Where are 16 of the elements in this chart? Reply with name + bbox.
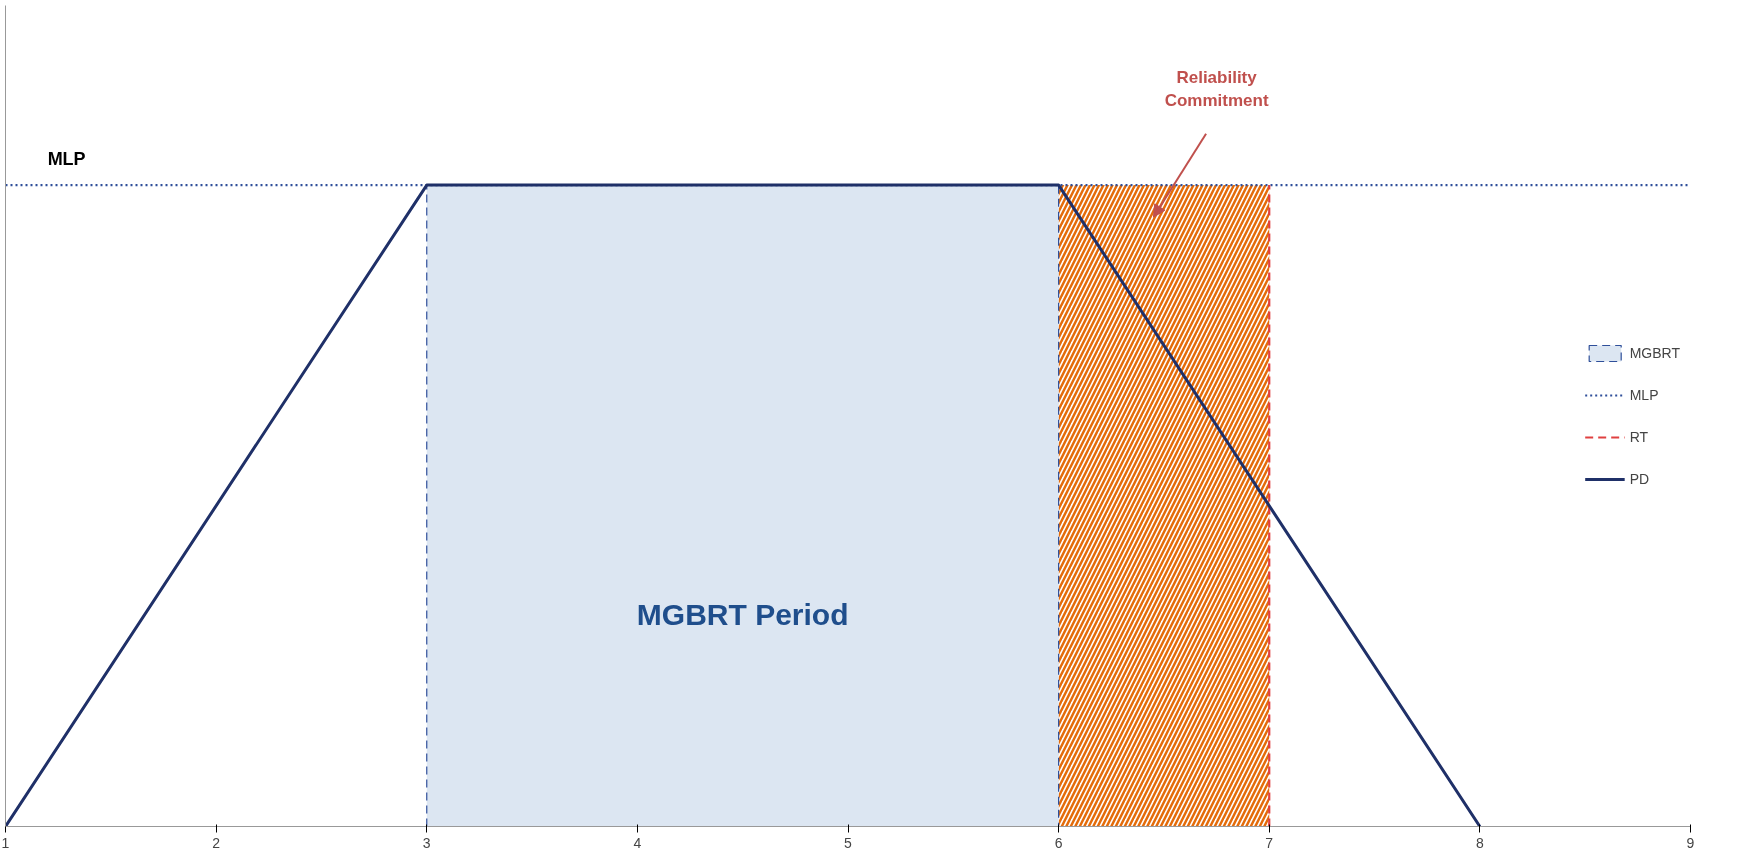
x-tick-label: 9 xyxy=(1686,834,1695,851)
x-tick-label: 4 xyxy=(633,834,642,851)
x-tick-label: 6 xyxy=(1054,834,1063,851)
legend-label: MLP xyxy=(1629,386,1659,403)
x-tick-label: 3 xyxy=(422,834,431,851)
x-tick-label: 1 xyxy=(1,834,10,851)
x-tick-label: 2 xyxy=(212,834,221,851)
annotation: MGBRT Period xyxy=(636,598,849,632)
legend-label: PD xyxy=(1629,470,1650,487)
x-tick-label: 7 xyxy=(1265,834,1274,851)
x-tick-label: 5 xyxy=(844,834,853,851)
legend-label: RT xyxy=(1629,428,1650,445)
x-tick-label: 8 xyxy=(1475,834,1484,851)
text: Reliability Commitment xyxy=(1164,67,1269,110)
legend-label: MGBRT xyxy=(1629,344,1680,361)
text: MLP xyxy=(47,149,86,170)
